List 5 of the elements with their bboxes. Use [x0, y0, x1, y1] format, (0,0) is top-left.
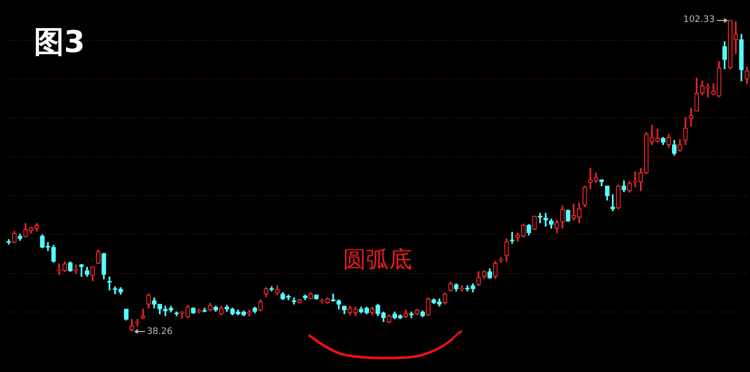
annotation: 102.33 — [683, 15, 715, 25]
annotation: 38.26 — [146, 326, 173, 337]
annotation: 圆弧底 — [343, 246, 412, 275]
candlestick — [688, 108, 694, 126]
chart-title: 图3 — [34, 24, 85, 62]
